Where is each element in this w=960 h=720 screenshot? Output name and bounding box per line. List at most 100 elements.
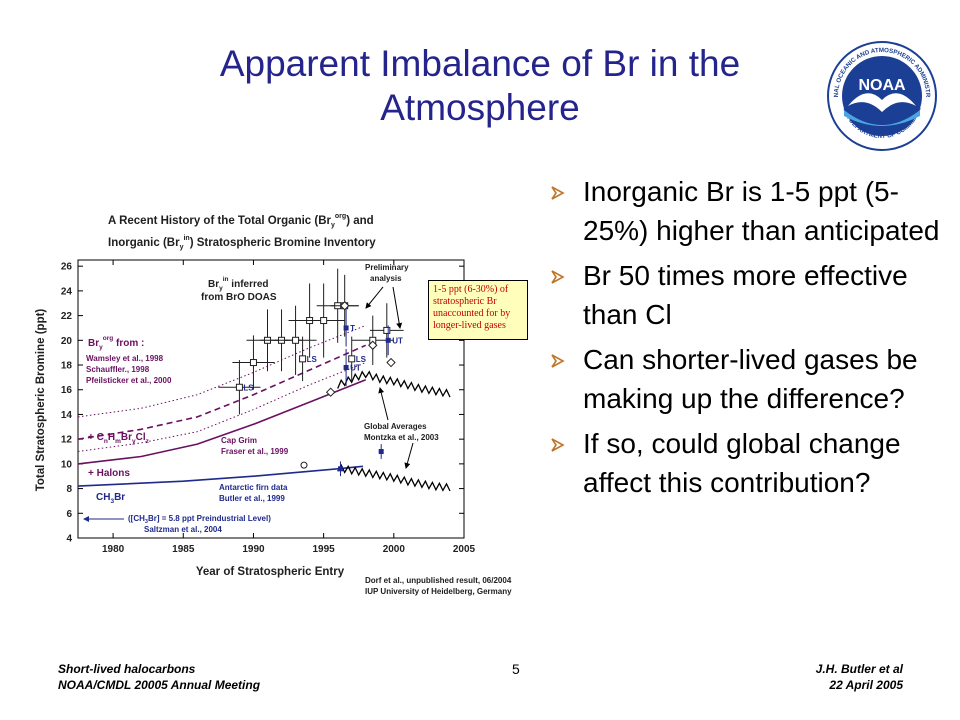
y-tick-label: 16 xyxy=(61,385,73,396)
series-line-shortlived xyxy=(77,344,367,440)
annot-ch3br: CH3Br xyxy=(96,492,125,505)
annot-bryorg-head: Bryorg from : xyxy=(88,335,144,351)
bullet-item: If so, could global change affect this c… xyxy=(548,424,948,502)
filled-point xyxy=(343,364,349,370)
bullet-text: Br 50 times more effective than Cl xyxy=(583,260,908,330)
footer-right-line-2: 22 April 2005 xyxy=(829,678,903,692)
filled-point-label: UT xyxy=(350,363,361,372)
filled-point xyxy=(385,337,391,343)
y-tick-label: 14 xyxy=(61,410,73,421)
bullet-text: Inorganic Br is 1-5 ppt (5-25%) higher t… xyxy=(583,176,940,246)
y-tick-label: 18 xyxy=(61,361,73,372)
annot-preindustrial-2: Saltzman et al., 2004 xyxy=(144,525,222,534)
filled-point xyxy=(343,325,349,331)
y-tick-label: 4 xyxy=(66,534,72,545)
filled-point xyxy=(337,466,343,472)
bullet-item: Inorganic Br is 1-5 ppt (5-25%) higher t… xyxy=(548,172,948,250)
bry-point-label: LS xyxy=(307,355,318,364)
title-line-2: Atmosphere xyxy=(380,87,580,128)
bullet-item: Br 50 times more effective than Cl xyxy=(548,256,948,334)
y-tick-label: 6 xyxy=(66,509,72,520)
bry-point xyxy=(292,336,300,344)
series-line-ch3br xyxy=(77,465,363,487)
y-tick-label: 24 xyxy=(61,286,73,297)
diamond-point xyxy=(368,340,378,350)
filled-point-label: UT xyxy=(392,336,403,345)
bry-point xyxy=(348,355,356,363)
bry-point xyxy=(299,355,307,363)
global-arrow-2 xyxy=(404,442,414,469)
bromine-history-chart: 1980 1985 1990 1995 2000 2005 4 6 8 10 12 14 16 18 20 2… xyxy=(35,213,512,596)
bry-point xyxy=(320,317,328,325)
x-axis-label: Year of Stratospheric Entry xyxy=(196,566,345,578)
footer-left-line-1: Short-lived halocarbons xyxy=(58,662,196,676)
noaa-logo-icon: NATIONAL OCEANIC AND ATMOSPHERIC ADMINIS… xyxy=(826,40,937,151)
plot-frame xyxy=(77,259,465,539)
y-tick-label: 20 xyxy=(61,336,73,347)
chart-title-line-1: A Recent History of the Total Organic (B… xyxy=(108,213,374,229)
page-number: 5 xyxy=(512,661,520,677)
title-line-1: Apparent Imbalance of Br in the xyxy=(219,43,741,84)
bry-point xyxy=(383,326,391,334)
bullet-arrow-icon xyxy=(551,354,565,368)
footer-left: Short-lived halocarbons NOAA/CMDL 20005 … xyxy=(58,661,260,693)
series-line-halons xyxy=(77,379,366,465)
annot-shortlived: + CnHmBryClz xyxy=(88,432,150,445)
bullet-text: If so, could global change affect this c… xyxy=(583,428,901,498)
annot-global-1: Global Averages xyxy=(364,422,427,431)
y-tick-label: 12 xyxy=(61,435,73,446)
projection-upper-line xyxy=(337,370,451,398)
x-tick-label: 1995 xyxy=(313,544,336,555)
x-tick-label: 1990 xyxy=(242,544,265,555)
bullet-item: Can shorter-lived gases be making up the… xyxy=(548,340,948,418)
annot-prelim-line1: Preliminary xyxy=(365,263,409,272)
bry-point-label: LS xyxy=(356,355,367,364)
y-tick-label: 10 xyxy=(61,459,73,470)
callout-box: 1-5 ppt (6-30%) of stratospheric Br unac… xyxy=(428,280,528,340)
footer-left-line-2: NOAA/CMDL 20005 Annual Meeting xyxy=(58,678,261,692)
y-tick-label: 22 xyxy=(61,311,73,322)
bullet-arrow-icon xyxy=(551,186,565,200)
logo-text: NOAA xyxy=(858,77,906,94)
annot-capgrim-2: Fraser et al., 1999 xyxy=(221,447,289,456)
x-tick-label: 1980 xyxy=(102,544,125,555)
annot-dorf-2: IUP University of Heidelberg, Germany xyxy=(365,587,512,596)
global-arrow-1 xyxy=(378,387,389,421)
annot-ref-3: Pfeilsticker et al., 2000 xyxy=(86,376,172,385)
prelim-arrow-2 xyxy=(392,286,403,329)
bullet-arrow-icon xyxy=(551,270,565,284)
x-tick-label: 2000 xyxy=(383,544,406,555)
y-tick-label: 26 xyxy=(61,262,73,273)
annot-dorf-1: Dorf et al., unpublished result, 06/2004 xyxy=(365,576,512,585)
series-line-dotted_upper xyxy=(77,325,366,418)
annot-ref-2: Schauffler., 1998 xyxy=(86,365,150,374)
bullet-list: Inorganic Br is 1-5 ppt (5-25%) higher t… xyxy=(548,172,948,508)
chart-title-line-2: Inorganic (Bryin) Stratospheric Bromine … xyxy=(108,235,376,251)
y-tick-label: 8 xyxy=(66,484,72,495)
bry-point xyxy=(249,359,257,367)
annot-global-2: Montzka et al., 2003 xyxy=(364,433,439,442)
diamond-point xyxy=(386,357,396,368)
bry-point-label: LS xyxy=(243,383,254,392)
series-line-dotted_lower xyxy=(77,362,366,452)
x-tick-label: 1985 xyxy=(172,544,195,555)
annot-firn-1: Antarctic firn data xyxy=(219,483,288,492)
y-axis-label: Total Stratospheric Bromine (ppt) xyxy=(35,309,47,492)
bullet-text: Can shorter-lived gases be making up the… xyxy=(583,344,918,414)
annot-firn-2: Butler et al., 1999 xyxy=(219,494,285,503)
annot-preindustrial-1: ([CH3Br] = 5.8 ppt Preindustrial Level) xyxy=(128,514,271,525)
annot-capgrim-1: Cap Grim xyxy=(221,436,257,445)
annot-inferred-line2: from BrO DOAS xyxy=(201,292,277,303)
footer-right: J.H. Butler et al 22 April 2005 xyxy=(816,661,903,693)
prelim-arrow-1 xyxy=(365,286,384,309)
footer-right-line-1: J.H. Butler et al xyxy=(815,662,903,676)
bullet-arrow-icon xyxy=(551,438,565,452)
annot-prelim-line2: analysis xyxy=(370,274,402,283)
annot-halons: + Halons xyxy=(88,468,130,479)
open-circle-point xyxy=(300,461,308,469)
filled-point xyxy=(378,449,384,455)
x-tick-label: 2005 xyxy=(453,544,476,555)
annot-ref-1: Wamsley et al., 1998 xyxy=(86,354,164,363)
filled-point-label: T xyxy=(350,324,355,333)
annot-inferred-line1: Bryin inferred xyxy=(208,276,269,292)
